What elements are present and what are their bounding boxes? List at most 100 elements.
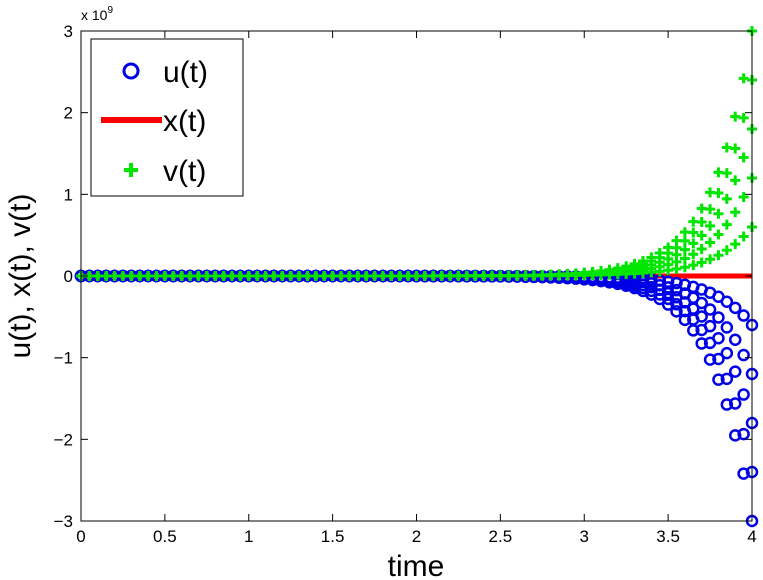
- x-tick-label: 1: [244, 527, 253, 546]
- x-tick-label: 3.5: [656, 527, 680, 546]
- y-tick-label: −1: [54, 349, 73, 368]
- series-v-point: [629, 258, 640, 269]
- series-v-point: [637, 256, 648, 267]
- series-u-point: [687, 324, 700, 337]
- series-u-point: [737, 348, 750, 362]
- series-u-point: [703, 336, 717, 350]
- series-v-point: [159, 271, 170, 281]
- y-tick-label: 2: [64, 104, 73, 123]
- series-v-point: [730, 143, 741, 154]
- series-v-point: [696, 217, 707, 228]
- series-v-point: [688, 238, 699, 249]
- series-v-point: [721, 142, 732, 153]
- series-v-point: [679, 235, 690, 246]
- series-v-point: [679, 253, 690, 264]
- series-v-point: [201, 271, 212, 281]
- series-u-point: [728, 429, 742, 442]
- series-v-point: [713, 167, 724, 178]
- series-v-point: [612, 263, 623, 274]
- series-v-point: [554, 269, 565, 280]
- series-v-point: [226, 271, 237, 281]
- series-u-point: [703, 353, 717, 366]
- series-v-point: [394, 270, 405, 281]
- series-u-point: [712, 373, 725, 386]
- series-u-point: [728, 365, 742, 378]
- series-u-point: [695, 337, 708, 350]
- series-v-point: [738, 231, 749, 242]
- series-v-point: [713, 208, 724, 219]
- series-u-point: [695, 323, 708, 337]
- series-v-point: [646, 252, 657, 263]
- series-v-point: [252, 270, 263, 281]
- series-u-point: [720, 372, 734, 386]
- series-v-point: [126, 271, 137, 281]
- series-v-point: [721, 168, 732, 179]
- series-v-point: [92, 271, 103, 281]
- series-v-point: [285, 270, 296, 281]
- x-tick-label: 4: [747, 527, 756, 546]
- series-v-point: [268, 270, 279, 281]
- series-v-point: [738, 112, 749, 123]
- series-v-point: [721, 245, 732, 256]
- series-v-point: [453, 270, 464, 281]
- series-u-point: [720, 346, 734, 360]
- series-v-point: [696, 244, 707, 255]
- y-tick-label: 0: [64, 267, 73, 286]
- series-v-point: [319, 270, 330, 281]
- series-v-point: [696, 203, 707, 214]
- series-v-point: [688, 260, 699, 271]
- series-v-point: [730, 175, 741, 186]
- legend-entry-v: v(t): [124, 155, 206, 188]
- series-v-point: [486, 270, 497, 281]
- series-u-point: [728, 333, 742, 346]
- legend: u(t) x(t) v(t): [90, 38, 244, 197]
- series-v-point: [277, 270, 288, 281]
- series-v-point: [235, 271, 246, 281]
- series-v-point: [101, 271, 112, 281]
- series-v-point: [696, 257, 707, 268]
- series-v-point: [386, 270, 397, 281]
- series-v-point: [705, 237, 716, 248]
- series-v-point: [411, 270, 422, 281]
- series-v-point: [528, 270, 539, 281]
- series-u-point: [695, 296, 708, 310]
- series-v-point: [654, 247, 665, 258]
- series-v-point: [185, 271, 196, 281]
- series-v-point: [679, 262, 690, 273]
- series-v-point: [377, 270, 388, 281]
- series-v-point: [143, 271, 154, 281]
- series-u-point: [712, 311, 725, 324]
- legend-entry-u: u(t): [122, 56, 208, 89]
- series-v-point: [688, 216, 699, 227]
- series-u-point: [737, 309, 750, 322]
- series-v-point: [688, 249, 699, 260]
- series-v-point: [512, 270, 523, 281]
- series-v-point: [243, 270, 254, 281]
- series-v-point: [621, 261, 632, 272]
- series-v-point: [671, 235, 682, 246]
- y-tick-label: 1: [64, 185, 73, 204]
- series-v-point: [436, 270, 447, 281]
- series-v-point: [109, 271, 120, 281]
- series-v-point: [679, 227, 690, 238]
- series-v-point: [428, 270, 439, 281]
- series-v-point: [352, 270, 363, 281]
- series-u-point: [661, 298, 675, 311]
- series-v-point: [419, 270, 430, 281]
- series-v-point: [302, 270, 313, 281]
- series-v-point: [478, 270, 489, 281]
- series-u-point: [720, 295, 734, 308]
- series-v-point: [738, 73, 749, 84]
- legend-marker-circle-icon: [122, 62, 140, 80]
- series-u-point: [670, 305, 683, 318]
- series-u-point: [737, 388, 750, 401]
- series-v-point: [730, 111, 741, 122]
- series-v-point: [151, 271, 162, 281]
- series-v-point: [562, 268, 573, 279]
- y-tick-label: −2: [54, 430, 73, 449]
- series-v-point: [495, 270, 506, 281]
- series-v-point: [537, 269, 548, 280]
- series-layer: [74, 26, 759, 528]
- y-tick-label: −3: [54, 512, 73, 531]
- x-tick-label: 2.5: [489, 527, 513, 546]
